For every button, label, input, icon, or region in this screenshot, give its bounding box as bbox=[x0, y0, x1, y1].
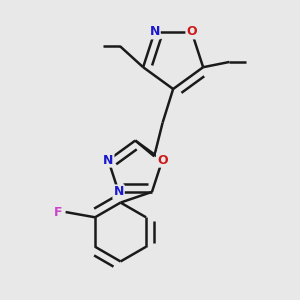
Text: N: N bbox=[149, 26, 160, 38]
Text: F: F bbox=[54, 206, 62, 218]
Text: N: N bbox=[103, 154, 113, 167]
Text: O: O bbox=[157, 154, 168, 167]
Text: O: O bbox=[186, 26, 197, 38]
Text: N: N bbox=[113, 185, 124, 198]
